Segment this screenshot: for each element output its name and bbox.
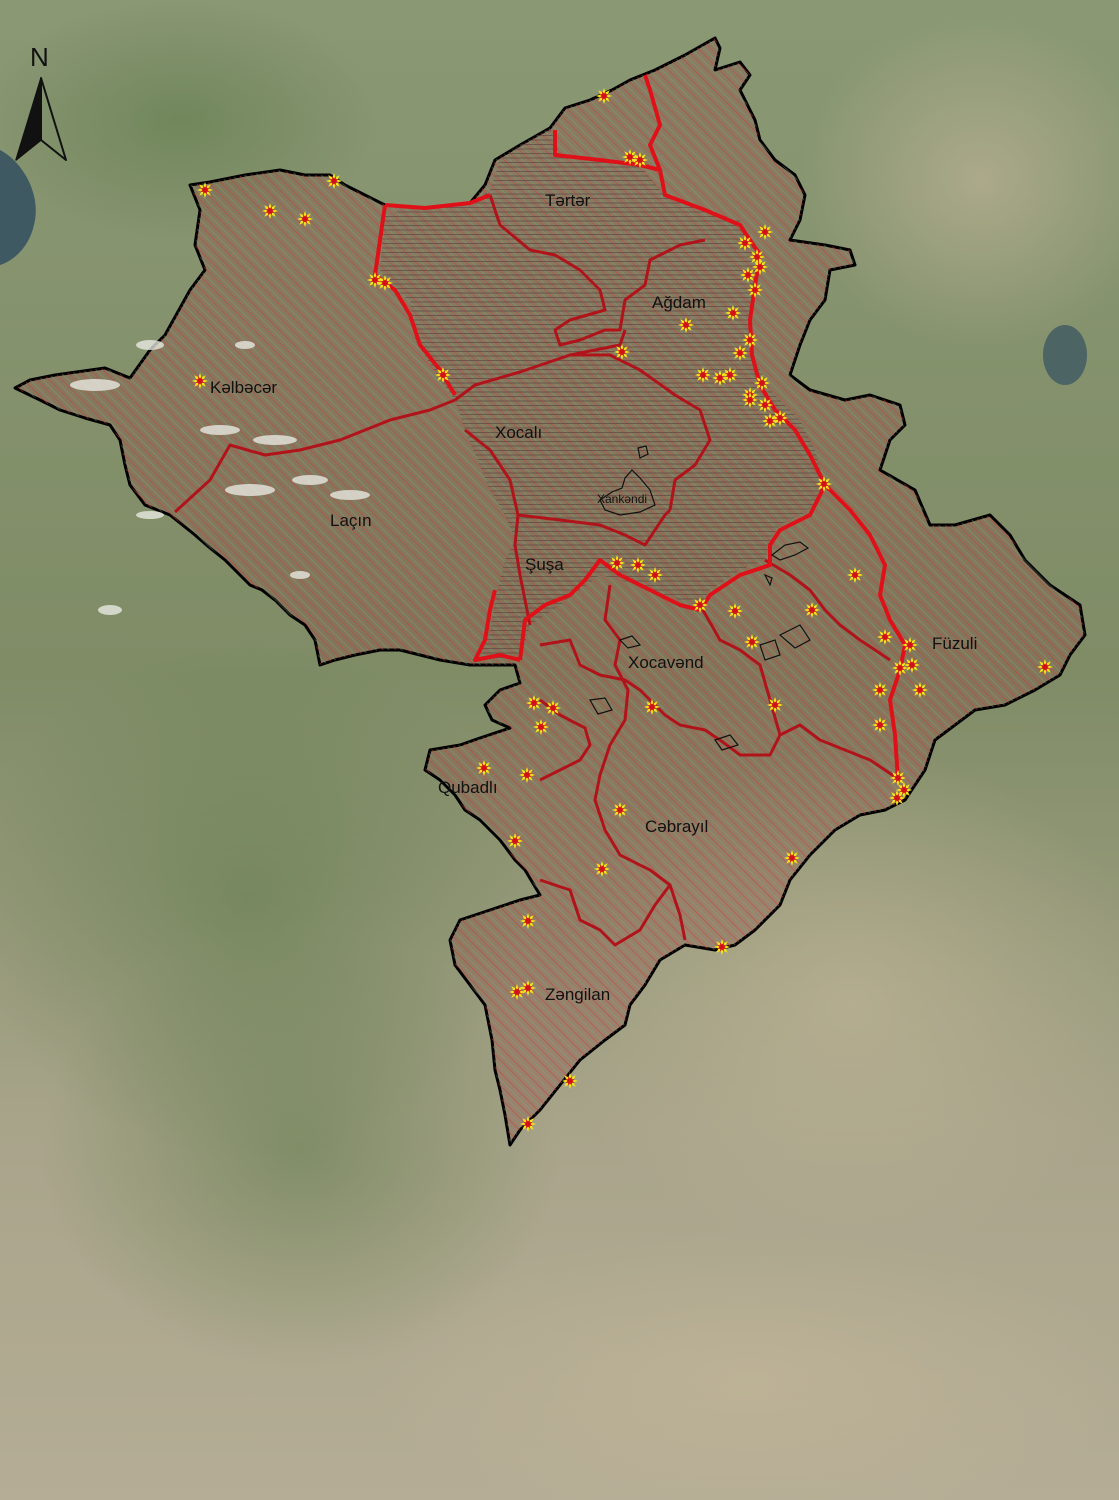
label-agdam: Ağdam xyxy=(652,293,706,312)
explosion-marker-icon xyxy=(533,719,549,735)
label-xocali: Xocalı xyxy=(495,423,542,442)
explosion-marker-icon xyxy=(784,850,800,866)
label-xocavend: Xocavənd xyxy=(628,653,704,672)
explosion-marker-icon xyxy=(752,259,768,275)
explosion-marker-icon xyxy=(754,375,770,391)
label-susa: Şuşa xyxy=(525,555,564,574)
markers-layer xyxy=(192,88,1053,1132)
explosion-marker-icon xyxy=(622,149,638,165)
explosion-marker-icon xyxy=(727,603,743,619)
front-line xyxy=(373,74,907,781)
explosion-marker-icon xyxy=(632,152,648,168)
label-zengilan: Zəngilan xyxy=(545,985,610,1004)
explosion-marker-icon xyxy=(609,555,625,571)
explosion-marker-icon xyxy=(520,980,536,996)
district-labels: Kəlbəcər Tərtər Ağdam Xocalı Laçın Şuşa … xyxy=(210,191,977,1004)
explosion-marker-icon xyxy=(678,317,694,333)
explosion-marker-icon xyxy=(695,367,711,383)
explosion-marker-icon xyxy=(594,861,610,877)
explosion-marker-icon xyxy=(757,224,773,240)
explosion-marker-icon xyxy=(747,282,763,298)
explosion-marker-icon xyxy=(526,695,542,711)
explosion-marker-icon xyxy=(890,770,906,786)
snow-patches xyxy=(70,340,370,615)
explosion-marker-icon xyxy=(722,367,738,383)
explosion-marker-icon xyxy=(596,88,612,104)
label-lacin: Laçın xyxy=(330,511,372,530)
explosion-marker-icon xyxy=(630,557,646,573)
explosion-marker-icon xyxy=(262,203,278,219)
explosion-marker-icon xyxy=(740,267,756,283)
explosion-marker-icon xyxy=(192,373,208,389)
explosion-marker-icon xyxy=(804,602,820,618)
explosion-marker-icon xyxy=(714,939,730,955)
label-qubadli: Qubadlı xyxy=(438,778,498,797)
core-region xyxy=(380,128,825,662)
explosion-marker-icon xyxy=(744,634,760,650)
explosion-marker-icon xyxy=(742,392,758,408)
label-fuzuli: Füzuli xyxy=(932,634,977,653)
explosion-marker-icon xyxy=(614,344,630,360)
explosion-marker-icon xyxy=(757,397,773,413)
explosion-marker-icon xyxy=(767,697,783,713)
explosion-marker-icon xyxy=(509,984,525,1000)
label-cebrayil: Cəbrayıl xyxy=(645,817,708,836)
explosion-marker-icon xyxy=(435,367,451,383)
settlement-outlines xyxy=(589,445,811,751)
explosion-marker-icon xyxy=(872,682,888,698)
explosion-marker-icon xyxy=(377,275,393,291)
lake-shape xyxy=(0,150,36,265)
explosion-marker-icon xyxy=(507,833,523,849)
north-arrow-icon xyxy=(15,77,67,161)
explosion-marker-icon xyxy=(297,211,313,227)
explosion-marker-icon xyxy=(892,660,908,676)
district-boundaries xyxy=(173,194,901,947)
explosion-marker-icon xyxy=(562,1073,578,1089)
explosion-marker-icon xyxy=(762,413,778,429)
explosion-marker-icon xyxy=(742,332,758,348)
explosion-marker-icon xyxy=(647,567,663,583)
explosion-marker-icon xyxy=(872,717,888,733)
explosion-marker-icon xyxy=(1037,659,1053,675)
explosion-marker-icon xyxy=(712,370,728,386)
explosion-marker-icon xyxy=(520,913,536,929)
explosion-marker-icon xyxy=(692,597,708,613)
explosion-marker-icon xyxy=(772,410,788,426)
explosion-marker-icon xyxy=(519,767,535,783)
explosion-marker-icon xyxy=(367,272,383,288)
explosion-marker-icon xyxy=(326,173,342,189)
explosion-marker-icon xyxy=(847,567,863,583)
explosion-marker-icon xyxy=(644,699,660,715)
explosion-marker-icon xyxy=(520,1116,536,1132)
explosion-marker-icon xyxy=(197,182,213,198)
explosion-marker-icon xyxy=(889,790,905,806)
explosion-marker-icon xyxy=(545,700,561,716)
terrain-patch xyxy=(800,10,1119,350)
explosion-marker-icon xyxy=(737,235,753,251)
explosion-marker-icon xyxy=(725,305,741,321)
explosion-marker-icon xyxy=(749,249,765,265)
label-xankendi: Xankəndi xyxy=(597,492,647,506)
north-arrow: N xyxy=(15,42,67,161)
explosion-marker-icon xyxy=(732,345,748,361)
explosion-marker-icon xyxy=(877,629,893,645)
explosion-marker-icon xyxy=(904,657,920,673)
label-terter: Tərtər xyxy=(545,191,591,210)
terrain-patch xyxy=(370,1230,1119,1500)
explosion-marker-icon xyxy=(912,682,928,698)
label-kelbecer: Kəlbəcər xyxy=(210,378,277,397)
lake-shape xyxy=(1043,325,1087,385)
north-letter: N xyxy=(30,42,49,72)
terrain-patch xyxy=(40,930,560,1370)
explosion-marker-icon xyxy=(612,802,628,818)
explosion-marker-icon xyxy=(476,760,492,776)
explosion-marker-icon xyxy=(816,476,832,492)
explosion-marker-icon xyxy=(902,637,918,653)
